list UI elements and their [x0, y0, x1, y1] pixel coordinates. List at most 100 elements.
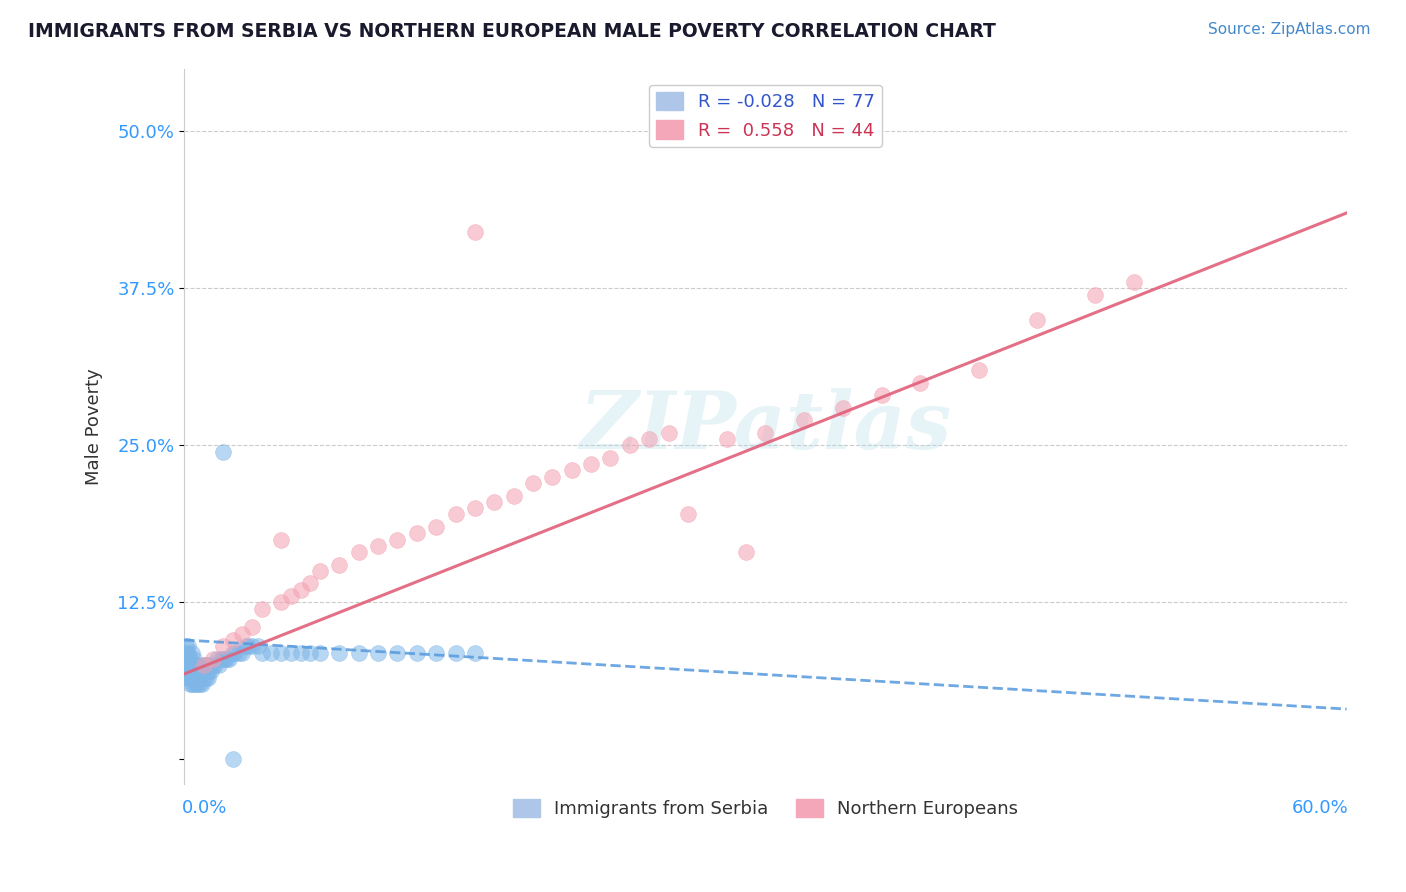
Point — [190, 665, 212, 679]
Point — [231, 646, 253, 660]
Point — [179, 658, 201, 673]
Point — [194, 671, 217, 685]
Point — [235, 640, 257, 654]
Point — [209, 652, 232, 666]
Point — [190, 677, 212, 691]
Point — [638, 432, 661, 446]
Point — [561, 463, 583, 477]
Point — [387, 646, 409, 660]
Point — [177, 640, 200, 654]
Point — [187, 658, 209, 673]
Point — [347, 646, 370, 660]
Point — [183, 665, 205, 679]
Text: Source: ZipAtlas.com: Source: ZipAtlas.com — [1208, 22, 1371, 37]
Point — [197, 671, 219, 685]
Point — [202, 652, 225, 666]
Point — [215, 652, 238, 666]
Point — [181, 677, 204, 691]
Point — [425, 520, 447, 534]
Point — [174, 665, 197, 679]
Point — [174, 646, 197, 660]
Point — [187, 671, 209, 685]
Point — [202, 658, 225, 673]
Point — [309, 646, 332, 660]
Point — [174, 652, 197, 666]
Text: IMMIGRANTS FROM SERBIA VS NORTHERN EUROPEAN MALE POVERTY CORRELATION CHART: IMMIGRANTS FROM SERBIA VS NORTHERN EUROP… — [28, 22, 995, 41]
Point — [193, 671, 215, 685]
Point — [754, 425, 776, 440]
Point — [184, 671, 207, 685]
Point — [218, 652, 240, 666]
Point — [174, 658, 197, 673]
Point — [270, 595, 292, 609]
Point — [735, 545, 758, 559]
Point — [464, 646, 486, 660]
Point — [870, 388, 893, 402]
Point — [716, 432, 738, 446]
Point — [193, 658, 215, 673]
Point — [541, 469, 564, 483]
Text: 60.0%: 60.0% — [1292, 799, 1348, 817]
Point — [464, 501, 486, 516]
Point — [188, 665, 211, 679]
Point — [181, 658, 204, 673]
Point — [270, 646, 292, 660]
Point — [181, 671, 204, 685]
Point — [444, 646, 467, 660]
Point — [280, 646, 302, 660]
Point — [224, 646, 246, 660]
Point — [270, 533, 292, 547]
Point — [200, 665, 222, 679]
Point — [212, 640, 235, 654]
Point — [484, 495, 506, 509]
Y-axis label: Male Poverty: Male Poverty — [86, 368, 103, 485]
Point — [387, 533, 409, 547]
Point — [228, 646, 250, 660]
Point — [619, 438, 641, 452]
Point — [177, 658, 200, 673]
Point — [347, 545, 370, 559]
Point — [177, 646, 200, 660]
Point — [183, 671, 205, 685]
Point — [183, 652, 205, 666]
Point — [222, 752, 245, 766]
Point — [212, 444, 235, 458]
Point — [522, 475, 544, 490]
Point — [1084, 287, 1107, 301]
Point — [280, 589, 302, 603]
Point — [464, 225, 486, 239]
Point — [205, 652, 228, 666]
Point — [238, 640, 260, 654]
Point — [194, 658, 217, 673]
Point — [222, 646, 245, 660]
Point — [910, 376, 932, 390]
Point — [240, 640, 263, 654]
Point — [193, 658, 215, 673]
Point — [260, 646, 283, 660]
Point — [174, 640, 197, 654]
Point — [425, 646, 447, 660]
Point — [599, 450, 621, 465]
Point — [188, 677, 211, 691]
Point — [181, 646, 204, 660]
Point — [658, 425, 681, 440]
Point — [231, 626, 253, 640]
Point — [444, 508, 467, 522]
Point — [208, 658, 231, 673]
Point — [187, 677, 209, 691]
Point — [197, 658, 219, 673]
Point — [181, 665, 204, 679]
Point — [299, 646, 322, 660]
Point — [290, 646, 312, 660]
Point — [250, 601, 273, 615]
Point — [367, 646, 389, 660]
Point — [222, 632, 245, 647]
Point — [405, 526, 427, 541]
Point — [177, 652, 200, 666]
Point — [579, 457, 602, 471]
Point — [179, 652, 201, 666]
Text: ZIPatlas: ZIPatlas — [579, 388, 952, 466]
Point — [177, 671, 200, 685]
Point — [328, 646, 350, 660]
Point — [212, 652, 235, 666]
